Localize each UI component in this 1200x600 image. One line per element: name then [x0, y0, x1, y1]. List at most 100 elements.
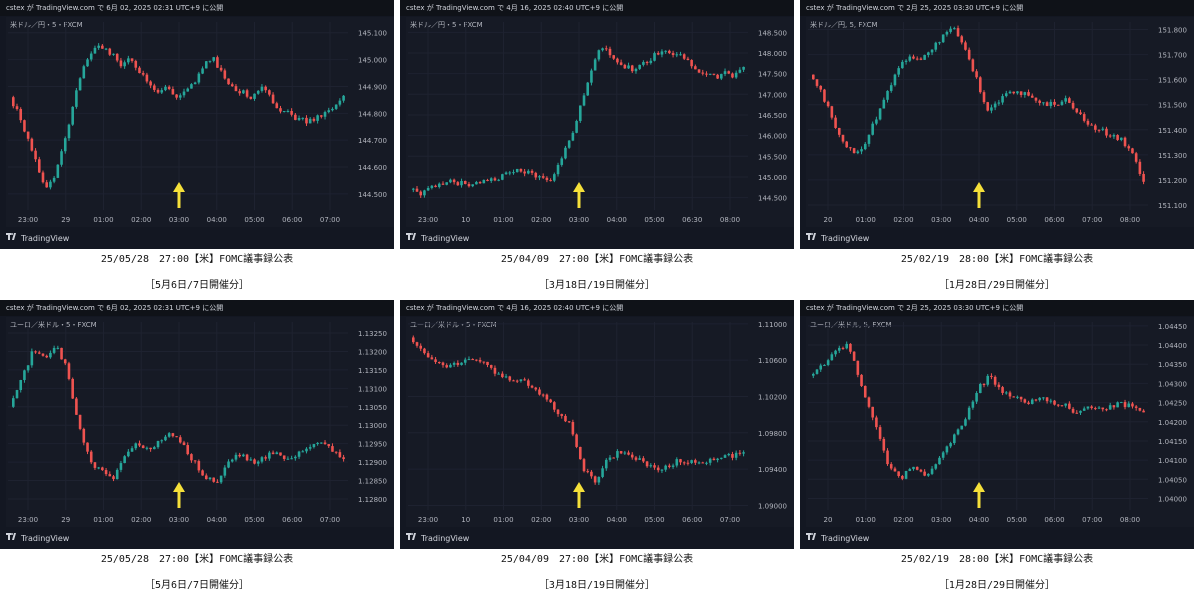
- candle-body: [738, 69, 742, 73]
- candle-body: [686, 58, 690, 61]
- candle-body: [264, 86, 267, 91]
- tradingview-logo: TradingView: [800, 529, 1194, 549]
- tv-logo-icon: [406, 229, 418, 249]
- candle-body: [208, 60, 212, 62]
- candle-body: [412, 337, 415, 343]
- candle-body: [475, 182, 478, 185]
- candle-body: [837, 347, 841, 351]
- candle-body: [290, 110, 293, 115]
- candle-body: [834, 117, 837, 128]
- event-arrow-icon: [173, 482, 185, 508]
- candle-body: [234, 454, 238, 460]
- candle-body: [286, 458, 290, 460]
- candle-body: [167, 86, 171, 90]
- y-tick-label: 145.500: [758, 153, 787, 161]
- candle-body: [623, 452, 627, 454]
- candle-body: [630, 65, 634, 72]
- candle-body: [575, 120, 578, 133]
- plot-area[interactable]: [6, 17, 394, 227]
- candle-body: [608, 457, 612, 460]
- candle-body: [327, 444, 331, 447]
- candle-body: [67, 363, 71, 379]
- candle-body: [1131, 403, 1134, 407]
- candle-body: [456, 182, 460, 186]
- candle-body: [475, 359, 478, 361]
- x-tick-label: 01:00: [93, 216, 113, 224]
- candle-body: [856, 360, 860, 375]
- candle-body: [316, 115, 319, 121]
- candle-body: [875, 119, 878, 124]
- candle-body: [37, 352, 41, 354]
- candle-body: [701, 462, 705, 464]
- x-tick-label: 20: [824, 216, 833, 224]
- candle-body: [834, 350, 837, 355]
- candle-body: [671, 53, 675, 56]
- candle-body: [731, 454, 734, 458]
- candle-body: [889, 464, 893, 469]
- candle-body: [1071, 102, 1075, 109]
- tv-logo-icon: [6, 229, 18, 249]
- candle-body: [1112, 135, 1116, 137]
- x-tick-label: 23:00: [18, 216, 38, 224]
- candle-body: [430, 357, 434, 360]
- candle-body: [930, 49, 934, 53]
- candle-body: [305, 448, 308, 452]
- candle-body: [949, 28, 952, 32]
- candle-body: [586, 471, 590, 473]
- y-tick-label: 1.11000: [758, 321, 787, 329]
- plot-area[interactable]: [806, 17, 1194, 227]
- candle-body: [501, 373, 504, 378]
- candle-body: [904, 60, 908, 62]
- candle-body: [34, 150, 37, 160]
- candle-body: [671, 465, 675, 467]
- candle-body: [138, 443, 141, 446]
- candle-body: [171, 89, 175, 95]
- candle-body: [956, 28, 960, 37]
- plot-area[interactable]: [6, 317, 394, 527]
- y-tick-label: 1.04450: [1158, 323, 1187, 331]
- candle-body: [12, 398, 15, 407]
- candle-body: [297, 117, 301, 120]
- candle-body: [967, 407, 971, 420]
- candle-body: [1008, 91, 1012, 94]
- candle-body: [256, 90, 260, 94]
- candle-body: [523, 171, 526, 174]
- candle-body: [175, 436, 178, 438]
- candle-body: [179, 95, 182, 98]
- y-tick-label: 1.04050: [1158, 476, 1187, 484]
- candle-body: [30, 138, 34, 151]
- x-tick-label: 01:00: [493, 516, 513, 524]
- candle-body: [60, 347, 63, 360]
- x-tick-label: 05:00: [1007, 216, 1027, 224]
- candle-body: [845, 343, 848, 349]
- candle-body: [212, 57, 215, 61]
- tv-logo-icon: [6, 529, 18, 549]
- candle-body: [1120, 402, 1123, 404]
- candle-body: [675, 54, 679, 56]
- candle-body: [889, 85, 893, 91]
- symbol-label: ユーロ／米ドル, 5, FXCM: [810, 321, 892, 329]
- candle-body: [534, 387, 538, 390]
- candle-body: [993, 376, 997, 385]
- candle-body: [230, 84, 234, 87]
- candle-body: [193, 82, 197, 85]
- y-tick-label: 145.000: [358, 57, 387, 65]
- candle-body: [67, 124, 71, 139]
- x-tick-label: 04:00: [207, 516, 227, 524]
- y-tick-label: 144.500: [758, 195, 787, 203]
- candle-body: [452, 362, 456, 365]
- candle-body: [1001, 96, 1004, 103]
- plot-area[interactable]: [406, 317, 794, 527]
- candle-body: [564, 147, 567, 159]
- candle-body: [445, 182, 448, 185]
- candle-body: [571, 132, 575, 141]
- y-tick-label: 151.100: [1158, 202, 1187, 210]
- candle-body: [705, 73, 708, 75]
- symbol-label: 米ドル／円・5・FXCM: [10, 21, 83, 29]
- candle-body: [52, 347, 56, 353]
- candle-body: [1042, 397, 1045, 399]
- y-tick-label: 151.800: [1158, 27, 1187, 35]
- candle-body: [93, 47, 97, 54]
- candle-body: [78, 78, 82, 91]
- candle-body: [934, 464, 938, 469]
